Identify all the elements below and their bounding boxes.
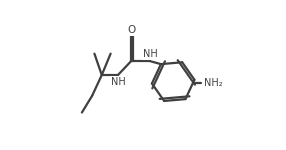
Text: NH: NH	[111, 77, 126, 87]
Text: O: O	[127, 25, 135, 35]
Text: NH: NH	[143, 49, 158, 59]
Text: NH₂: NH₂	[204, 78, 222, 88]
